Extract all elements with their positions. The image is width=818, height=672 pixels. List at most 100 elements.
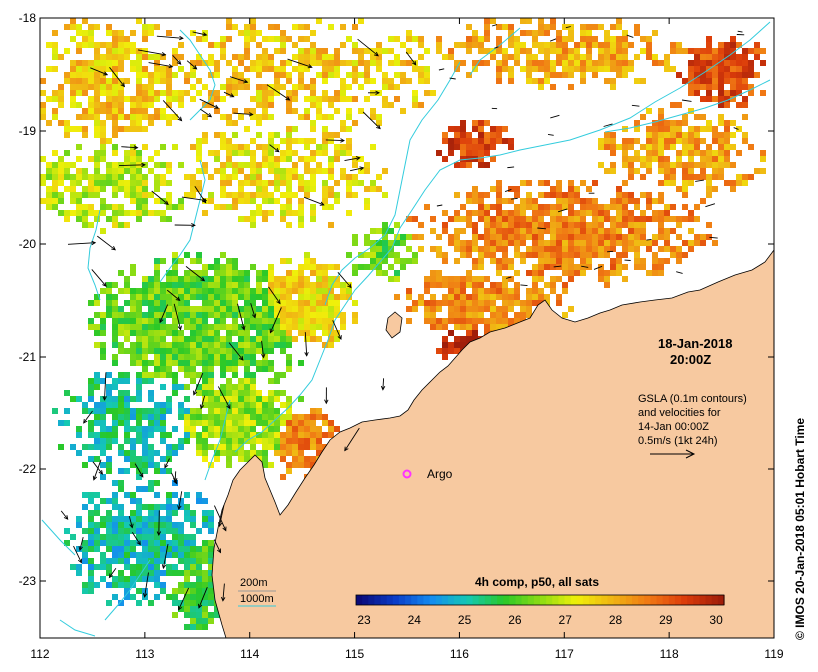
sst-pixel: [88, 384, 94, 390]
sst-pixel: [190, 192, 196, 198]
sst-pixel: [310, 312, 316, 318]
sst-pixel: [286, 402, 292, 408]
sst-pixel: [130, 120, 136, 126]
sst-pixel: [124, 288, 130, 294]
sst-pixel: [466, 162, 472, 168]
sst-pixel: [280, 420, 286, 426]
sst-pixel: [538, 78, 544, 84]
sst-pixel: [112, 498, 118, 504]
sst-pixel: [436, 270, 442, 276]
sst-pixel: [556, 180, 562, 186]
sst-pixel: [280, 48, 286, 54]
sst-pixel: [556, 198, 562, 204]
sst-pixel: [550, 66, 556, 72]
sst-pixel: [88, 72, 94, 78]
sst-pixel: [316, 294, 322, 300]
sst-pixel: [238, 54, 244, 60]
sst-pixel: [136, 216, 142, 222]
sst-pixel: [712, 96, 718, 102]
sst-pixel: [508, 72, 514, 78]
sst-pixel: [124, 468, 130, 474]
sst-pixel: [394, 72, 400, 78]
sst-pixel: [544, 252, 550, 258]
sst-pixel: [298, 54, 304, 60]
sst-pixel: [688, 144, 694, 150]
sst-pixel: [286, 438, 292, 444]
sst-pixel: [454, 258, 460, 264]
sst-pixel: [124, 282, 130, 288]
sst-pixel: [304, 84, 310, 90]
argo-label: Argo: [427, 467, 453, 481]
sst-pixel: [454, 132, 460, 138]
sst-pixel: [304, 24, 310, 30]
sst-pixel: [682, 192, 688, 198]
sst-pixel: [718, 168, 724, 174]
sst-pixel: [448, 138, 454, 144]
sst-pixel: [526, 180, 532, 186]
sst-pixel: [334, 72, 340, 78]
sst-pixel: [514, 186, 520, 192]
sst-pixel: [292, 438, 298, 444]
sst-pixel: [346, 84, 352, 90]
sst-pixel: [418, 72, 424, 78]
sst-pixel: [454, 246, 460, 252]
sst-pixel: [250, 96, 256, 102]
sst-pixel: [208, 198, 214, 204]
sst-pixel: [376, 174, 382, 180]
sst-pixel: [622, 180, 628, 186]
sst-pixel: [580, 210, 586, 216]
sst-pixel: [142, 276, 148, 282]
colorbar-segment: [423, 595, 431, 605]
sst-pixel: [436, 246, 442, 252]
sst-pixel: [166, 198, 172, 204]
sst-pixel: [514, 210, 520, 216]
sst-pixel: [730, 48, 736, 54]
sst-pixel: [208, 294, 214, 300]
sst-pixel: [730, 78, 736, 84]
sst-pixel: [286, 78, 292, 84]
sst-pixel: [496, 60, 502, 66]
sst-pixel: [82, 588, 88, 594]
sst-pixel: [562, 282, 568, 288]
velocity-arrow: [220, 583, 226, 602]
sst-pixel: [268, 66, 274, 72]
sst-pixel: [286, 174, 292, 180]
sst-pixel: [616, 144, 622, 150]
sst-pixel: [244, 372, 250, 378]
sst-pixel: [160, 318, 166, 324]
sst-pixel: [154, 528, 160, 534]
sst-pixel: [298, 36, 304, 42]
sst-pixel: [178, 42, 184, 48]
sst-pixel: [106, 600, 112, 606]
sst-pixel: [496, 138, 502, 144]
sst-pixel: [94, 48, 100, 54]
sst-pixel: [424, 204, 430, 210]
sst-pixel: [112, 42, 118, 48]
sst-pixel: [208, 576, 214, 582]
sst-pixel: [694, 234, 700, 240]
sst-pixel: [544, 228, 550, 234]
velocity-arrow: [162, 100, 183, 122]
sst-pixel: [718, 120, 724, 126]
sst-pixel: [274, 78, 280, 84]
sst-pixel: [568, 270, 574, 276]
sst-pixel: [88, 114, 94, 120]
sst-pixel: [670, 132, 676, 138]
sst-pixel: [370, 258, 376, 264]
sst-pixel: [700, 96, 706, 102]
sst-pixel: [394, 54, 400, 60]
sst-pixel: [634, 120, 640, 126]
sst-pixel: [256, 30, 262, 36]
sst-pixel: [538, 210, 544, 216]
velocity-arrow: [436, 204, 443, 207]
sst-pixel: [250, 432, 256, 438]
sst-pixel: [154, 324, 160, 330]
sst-pixel: [142, 534, 148, 540]
sst-pixel: [232, 414, 238, 420]
sst-pixel: [88, 498, 94, 504]
sst-pixel: [58, 174, 64, 180]
sst-pixel: [238, 180, 244, 186]
sst-pixel: [358, 252, 364, 258]
sst-pixel: [628, 222, 634, 228]
sst-pixel: [292, 192, 298, 198]
